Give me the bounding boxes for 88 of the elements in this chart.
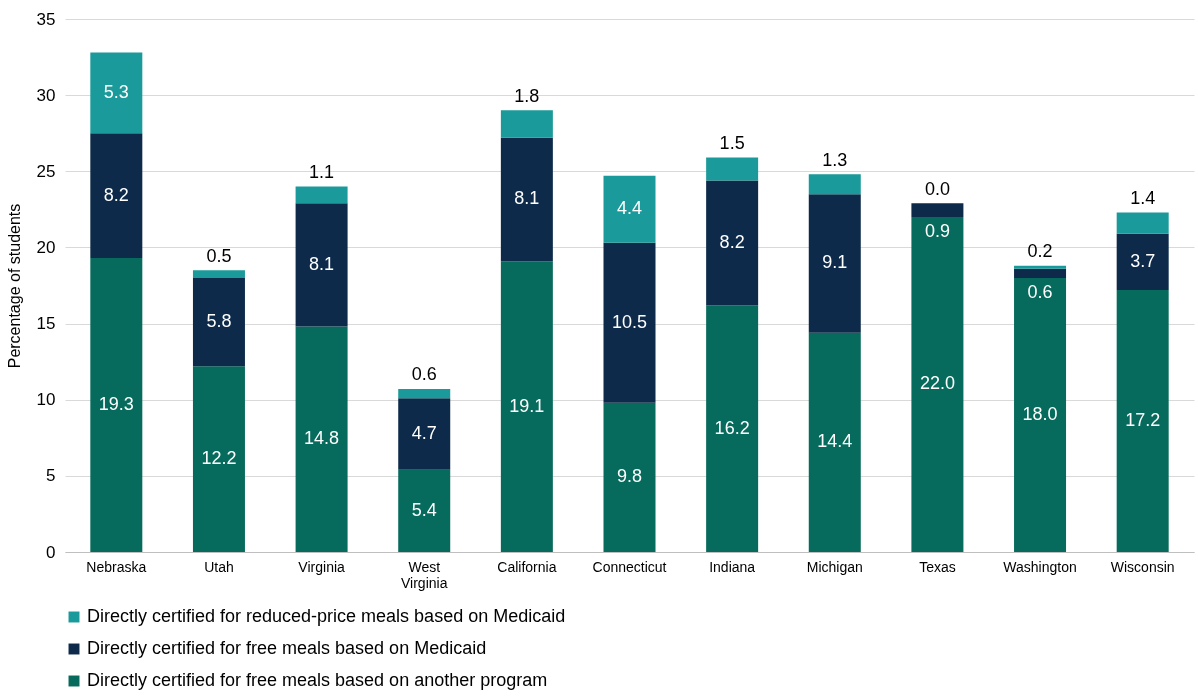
x-tick-label: Connecticut: [592, 558, 667, 575]
y-axis-title: Percentage of students: [5, 203, 23, 369]
y-tick-label: 5: [46, 466, 56, 486]
data-label: 8.1: [514, 188, 540, 209]
x-tick-label: Washington: [1003, 558, 1077, 575]
y-tick-label: 10: [36, 390, 56, 410]
bar: [911, 203, 964, 217]
data-label: 14.8: [304, 428, 340, 449]
data-label: 4.4: [616, 198, 643, 219]
y-tick-label: 35: [36, 9, 56, 29]
data-label: 8.2: [719, 231, 745, 252]
x-tick-label: Texas: [919, 558, 956, 575]
bar: [500, 110, 553, 138]
data-label: 12.2: [201, 448, 237, 469]
data-label: 5.4: [411, 499, 437, 520]
bar: [1116, 212, 1169, 234]
data-label: 10.5: [611, 311, 648, 332]
y-tick-label: 15: [36, 314, 56, 334]
x-tick-label: California: [497, 558, 557, 575]
data-label: 22.0: [919, 373, 955, 394]
data-label: 8.2: [103, 184, 129, 205]
data-label: 3.7: [1130, 250, 1156, 271]
data-label: 0.2: [1027, 241, 1053, 261]
data-label: 16.2: [714, 417, 750, 438]
bar: [706, 305, 759, 552]
data-label: 19.3: [98, 394, 134, 415]
data-label: 1.8: [514, 85, 540, 106]
bar: [603, 402, 656, 552]
bar: [706, 157, 759, 181]
legend-label: Directly certified for free meals based on Medicaid: [87, 638, 487, 658]
bar: [808, 332, 861, 552]
data-label: 0.5: [206, 245, 232, 266]
y-tick-label: 30: [36, 85, 56, 105]
bar: [90, 133, 143, 259]
x-tick-label: Nebraska: [86, 558, 147, 575]
data-label: 0.6: [411, 364, 437, 385]
bar: [1014, 277, 1067, 552]
data-label: 4.7: [411, 422, 437, 443]
data-label: 18.0: [1022, 403, 1058, 424]
x-tick-label: Michigan: [806, 558, 863, 575]
bar: [706, 180, 759, 306]
data-label: 1.3: [822, 149, 848, 170]
data-label: 5.3: [103, 81, 129, 102]
data-label: 1.1: [309, 161, 335, 182]
data-label: 1.5: [719, 132, 745, 153]
x-tick-label: Virginia: [298, 558, 346, 575]
x-tick-label: West Virginia: [401, 558, 448, 591]
bar: [500, 137, 553, 262]
x-tick-label: Indiana: [709, 558, 756, 575]
data-label: 0.9: [924, 221, 950, 242]
bar: [192, 366, 245, 552]
x-tick-label: Utah: [204, 558, 234, 575]
bar: [808, 174, 861, 195]
x-tick-label: Wisconsin: [1110, 558, 1175, 575]
bar: [90, 52, 143, 134]
bar: [192, 270, 245, 278]
bar: [295, 203, 348, 327]
data-label: 9.8: [616, 466, 643, 487]
bar: [911, 216, 964, 552]
data-label: 14.4: [817, 431, 853, 452]
data-label: 1.4: [1130, 187, 1156, 208]
bar: [192, 277, 245, 367]
y-tick-label: 0: [46, 542, 56, 562]
data-label: 8.1: [309, 253, 335, 274]
bar: [500, 261, 553, 552]
bar: [603, 242, 656, 403]
data-label: 0.0: [924, 178, 950, 199]
bar: [295, 326, 348, 552]
bar: [1116, 290, 1169, 552]
bar: [1014, 265, 1067, 269]
bar: [90, 258, 143, 552]
bar: [808, 194, 861, 333]
data-label: 19.1: [509, 395, 545, 416]
legend-label: Directly certified for reduced-price meals based on Medicaid: [87, 606, 566, 626]
y-tick-label: 20: [36, 237, 56, 257]
bar: [1014, 268, 1067, 278]
data-label: 5.8: [206, 311, 232, 332]
bar: [398, 389, 451, 399]
data-label: 17.2: [1125, 410, 1161, 431]
data-label: 0.6: [1027, 282, 1053, 303]
bar: [398, 469, 451, 552]
data-label: 9.1: [822, 252, 848, 273]
legend-label: Directly certified for free meals based on another program: [87, 670, 548, 690]
bar: [603, 175, 656, 243]
bar: [398, 398, 451, 470]
y-tick-label: 25: [36, 161, 56, 181]
bar: [1116, 233, 1169, 291]
bar: [295, 186, 348, 204]
